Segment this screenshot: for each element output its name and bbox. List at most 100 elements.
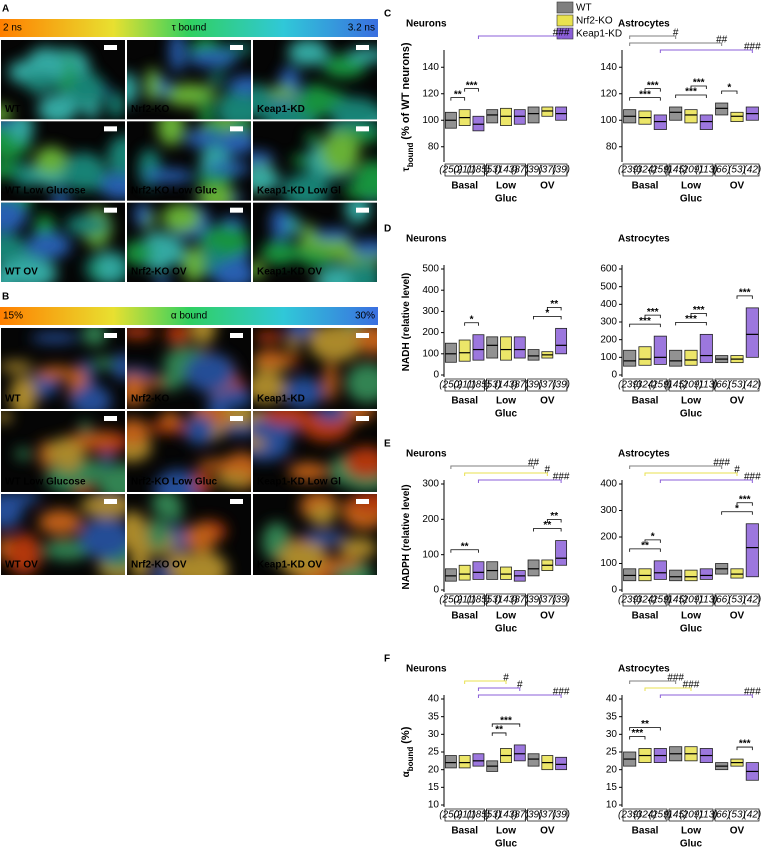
sample-count: (39): [552, 810, 570, 821]
cell-signal: [165, 328, 191, 345]
sample-count: (259): [649, 165, 672, 176]
significance-bracket: [690, 85, 707, 89]
y-tick-label: 200: [422, 514, 439, 525]
micrograph: Keap1-KD OV: [253, 202, 377, 283]
box: [527, 753, 540, 767]
image-label: Nrf2-KO OV: [131, 560, 187, 571]
y-tick-label: 300: [422, 479, 439, 490]
y-tick-label: 100: [422, 115, 439, 126]
group-label: Basal: [632, 181, 659, 192]
scale-min: 15%: [3, 311, 23, 322]
cell-signal: [184, 523, 218, 552]
micrograph: WT Low Glucose: [1, 411, 125, 492]
significance-stars: ***: [693, 78, 705, 89]
cell-signal: [97, 463, 125, 492]
cell-signal: [195, 173, 234, 187]
cell-signal: [350, 239, 377, 257]
sample-count: (185): [467, 810, 490, 821]
y-tick-label: 100: [422, 348, 439, 359]
color-scale: [0, 307, 378, 325]
significance-stars: ***: [685, 87, 697, 98]
box: [669, 349, 683, 367]
color-scale: [0, 19, 378, 37]
sample-count: (53): [728, 810, 746, 821]
group-label: Basal: [451, 181, 478, 192]
hash-bracket: [477, 35, 562, 39]
legend-swatch: [556, 27, 574, 40]
cell-signal: [190, 328, 216, 345]
cell-signal: [338, 538, 377, 559]
cell-signal: [1, 121, 16, 128]
cell-signal: [216, 91, 251, 120]
y-tick-label: 100: [600, 115, 617, 126]
significance-stars: *: [470, 314, 474, 325]
count-frame: [622, 808, 668, 822]
significance-stars: **: [550, 511, 558, 522]
y-tick-label: 25: [606, 747, 618, 758]
count-frame: [444, 163, 485, 177]
cell-signal: [320, 131, 360, 173]
image-content: [253, 411, 377, 492]
cell-signal: [69, 384, 112, 409]
cell-signal: [211, 261, 251, 283]
sample-count: (209): [679, 595, 702, 606]
y-tick-label: 120: [422, 88, 439, 99]
cell-signal: [253, 84, 275, 118]
box: [555, 540, 568, 566]
image-content: [1, 328, 125, 409]
cell-signal: [356, 328, 377, 355]
y-axis-label-part: α: [401, 770, 412, 777]
hash-bracket: [464, 680, 507, 684]
y-tick-label: 30: [606, 729, 618, 740]
sample-count: (211): [453, 165, 476, 176]
cell-signal: [127, 511, 148, 553]
scale-bar: [230, 416, 243, 421]
cell-signal: [196, 459, 251, 471]
cell-signal: [1, 105, 13, 120]
y-axis-label-part: bound: [406, 143, 415, 168]
hash-bracket: [659, 694, 753, 698]
sample-count: (42): [743, 165, 761, 176]
group-label: Basal: [451, 611, 478, 622]
box: [669, 106, 683, 121]
chart-title: Astrocytes: [618, 234, 670, 245]
sample-count: (113): [695, 810, 718, 821]
image-content: [253, 202, 377, 283]
cell-signal: [345, 363, 377, 404]
cell-signal: [26, 232, 72, 259]
cell-signal: [183, 246, 204, 283]
sample-count: (66): [713, 810, 731, 821]
cell-signal: [316, 411, 347, 422]
sample-count: (66): [713, 380, 731, 391]
significance-stars: ***: [647, 307, 659, 318]
sample-count: (145): [664, 810, 687, 821]
cell-signal: [1, 233, 27, 264]
sample-count: (37): [538, 810, 556, 821]
hash-bracket: [477, 694, 562, 698]
box: [623, 568, 637, 582]
sample-count: (39): [525, 595, 543, 606]
y-tick-label: 140: [600, 62, 617, 73]
image-label: Nrf2-KO: [131, 394, 170, 405]
cell-signal: [160, 411, 181, 429]
cell-signal: [61, 152, 106, 191]
scale-title: τ bound: [172, 23, 207, 34]
image-label: WT: [5, 394, 21, 405]
micrograph: Nrf2-KO: [127, 328, 251, 409]
sample-count: (143): [494, 380, 517, 391]
y-tick-label: 0: [433, 585, 439, 596]
cell-signal: [98, 253, 120, 282]
count-frame: [714, 593, 760, 607]
sample-count: (209): [679, 810, 702, 821]
cell-signal: [329, 97, 377, 120]
micrograph: Keap1-KD: [253, 40, 377, 120]
cell-signal: [253, 261, 265, 279]
y-tick-label: 100: [600, 352, 617, 363]
image-label: Keap1-KD Low Gl: [257, 185, 341, 196]
group-label: OV: [540, 181, 555, 192]
group-label: OV: [540, 396, 555, 407]
sample-count: (209): [679, 165, 702, 176]
cell-signal: [214, 130, 251, 155]
y-tick-label: 200: [600, 532, 617, 543]
hash-bracket: [644, 472, 738, 476]
